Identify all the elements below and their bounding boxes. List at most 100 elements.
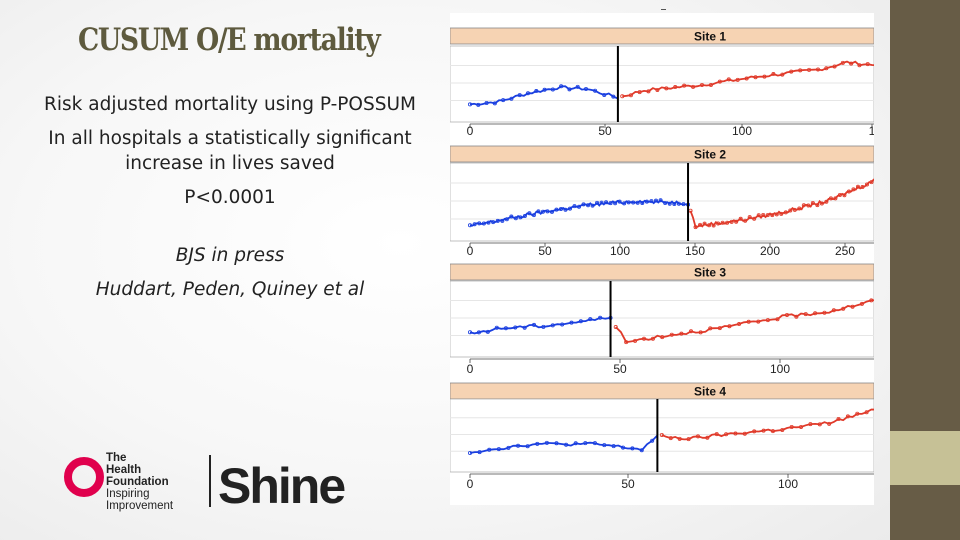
point-after: [717, 79, 722, 84]
point-before: [611, 444, 616, 449]
x-tick-label: 100: [778, 477, 798, 491]
health-foundation-shine-logo: The Health Foundation Inspiring Improvem…: [62, 450, 392, 514]
point-after: [628, 93, 633, 98]
point-before: [595, 200, 600, 205]
point-after: [693, 225, 698, 230]
point-after: [737, 322, 742, 327]
point-before: [658, 198, 663, 203]
point-before: [592, 441, 597, 446]
point-after: [677, 436, 682, 441]
point-before: [541, 324, 546, 329]
point-before: [531, 213, 536, 218]
point-before: [477, 450, 482, 455]
authors-text: Huddart, Peden, Quiney et al: [95, 279, 365, 300]
x-tick-label: 0: [467, 124, 474, 138]
x-tick-label: 50: [613, 362, 627, 376]
point-after: [720, 220, 725, 225]
p-value-text: P<0.0001: [184, 187, 276, 208]
point-after: [779, 211, 784, 216]
x-tick-label: 50: [621, 477, 635, 491]
shine-wordmark: Shine: [218, 458, 345, 512]
point-before: [516, 443, 521, 448]
point-before: [485, 329, 490, 334]
logo-line-5: Improvement: [106, 500, 174, 512]
point-after: [734, 219, 739, 224]
point-after: [707, 223, 712, 228]
point-before: [554, 441, 559, 446]
point-after: [714, 432, 719, 437]
series-after: [689, 178, 874, 229]
point-after: [792, 207, 797, 212]
point-after: [837, 192, 842, 197]
point-after: [850, 304, 855, 309]
point-after: [655, 87, 660, 92]
cusum-figure: Site 1 0 50 100 1 Site 2 0 50 100 150 200 250 Site 3…: [450, 13, 874, 505]
point-after: [864, 182, 869, 187]
point-after: [698, 222, 703, 227]
point-before: [583, 441, 588, 446]
point-before: [599, 200, 604, 205]
x-tick-label: 100: [610, 244, 630, 258]
x-tick-label: 250: [835, 244, 855, 258]
point-after: [780, 72, 785, 77]
point-after: [624, 340, 629, 345]
point-after: [698, 330, 703, 335]
point-after: [824, 199, 829, 204]
point-after: [668, 436, 673, 441]
point-before: [654, 198, 659, 203]
point-after: [842, 193, 847, 198]
point-before: [467, 451, 472, 456]
point-after: [798, 68, 803, 73]
point-after: [725, 220, 730, 225]
point-after: [869, 180, 874, 185]
point-before: [501, 98, 506, 103]
site-label: Site 3: [694, 266, 726, 280]
point-after: [780, 427, 785, 432]
point-after: [664, 86, 669, 91]
x-tick-label: 50: [538, 244, 552, 258]
point-before: [567, 87, 572, 92]
point-before: [621, 445, 626, 450]
point-after: [815, 203, 820, 208]
point-after: [699, 82, 704, 87]
point-after: [840, 60, 845, 65]
slide-body: Risk adjusted mortality using P-POSSUM I…: [40, 92, 420, 311]
health-foundation-ring-icon: [64, 457, 104, 497]
logo-line-2: Health: [106, 464, 141, 476]
series-before: [469, 434, 659, 454]
point-after: [841, 306, 846, 311]
point-after: [742, 431, 747, 436]
x-tick-label: 0: [467, 477, 474, 491]
point-before: [550, 323, 555, 328]
point-before: [559, 84, 564, 89]
point-before: [563, 207, 568, 212]
point-after: [824, 66, 829, 71]
x-tick-label: 0: [467, 362, 474, 376]
point-after: [855, 411, 860, 416]
point-after: [708, 83, 713, 88]
point-before: [509, 96, 514, 101]
point-before: [513, 216, 518, 221]
point-before: [631, 200, 636, 205]
point-after: [708, 326, 713, 331]
point-before: [672, 202, 677, 207]
point-after: [702, 221, 707, 226]
point-after: [808, 422, 813, 427]
point-before: [518, 215, 523, 220]
point-before: [635, 200, 640, 205]
side-accent-block: [890, 431, 960, 485]
point-after: [765, 318, 770, 323]
point-before: [560, 322, 565, 327]
slide-title: CUSUM O/E mortality: [78, 22, 381, 58]
point-after: [770, 429, 775, 434]
point-after: [788, 208, 793, 213]
cusum-charts: Site 1 0 50 100 1 Site 2 0 50 100 150 200 250 Site 3…: [450, 27, 874, 491]
point-after: [752, 429, 757, 434]
point-after: [705, 435, 710, 440]
point-after: [743, 218, 748, 223]
point-before: [509, 214, 514, 219]
point-before: [650, 438, 655, 443]
point-before: [506, 445, 511, 450]
point-after: [770, 213, 775, 218]
point-before: [536, 209, 541, 214]
